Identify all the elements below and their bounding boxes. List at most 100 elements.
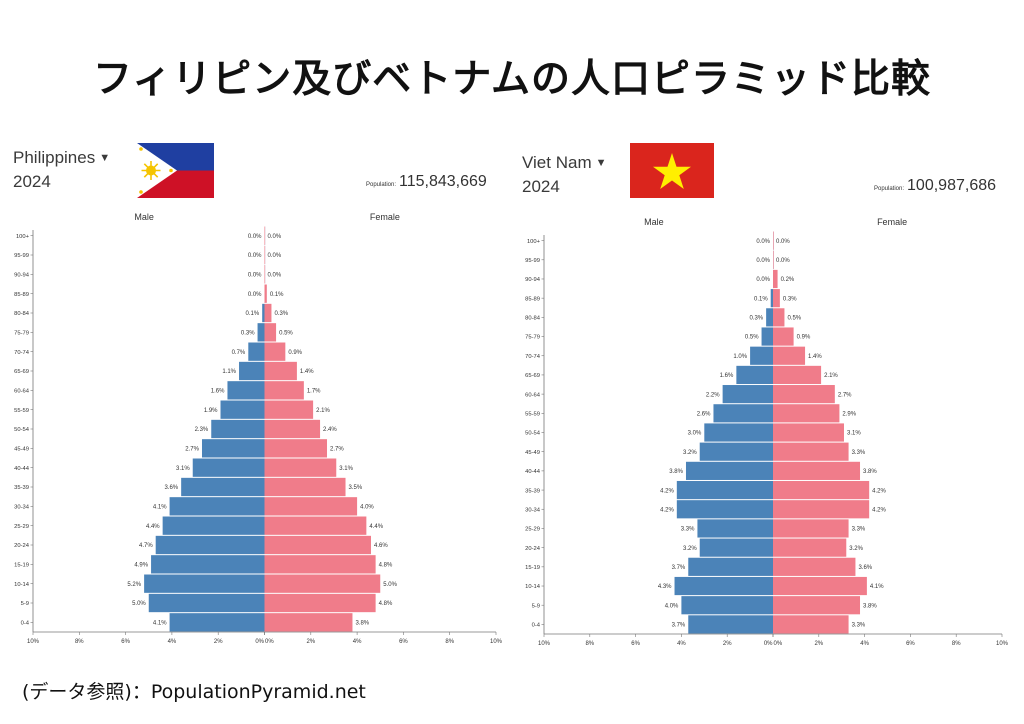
- age-group-label: 40-44: [14, 466, 30, 472]
- data-label-male: 0.7%: [232, 350, 246, 356]
- data-label-male: 3.1%: [176, 466, 190, 472]
- bar-female-35-39: [773, 480, 870, 500]
- x-tick-label: 2%: [306, 639, 315, 645]
- bar-male-60-64: [722, 385, 773, 404]
- x-tick-label: 10%: [538, 641, 551, 647]
- data-label-female: 3.8%: [863, 603, 877, 609]
- bar-male-70-74: [750, 346, 773, 365]
- data-label-male: 0.0%: [248, 253, 262, 259]
- caret-down-icon: ▼: [99, 152, 111, 164]
- data-label-female: 0.9%: [797, 335, 811, 341]
- data-label-male: 0.1%: [754, 296, 768, 302]
- bar-female-70-74: [264, 342, 286, 361]
- female-header: Female: [370, 212, 400, 222]
- data-label-female: 0.0%: [776, 258, 790, 264]
- data-label-female: 2.7%: [838, 392, 852, 398]
- source-note: (データ参照)：PopulationPyramid.net: [22, 681, 366, 703]
- population-value: 100,987,686: [907, 177, 997, 194]
- data-label-male: 4.2%: [660, 488, 674, 494]
- data-label-female: 2.9%: [842, 412, 856, 418]
- data-label-male: 5.2%: [127, 582, 141, 588]
- bar-male-5-9: [148, 593, 265, 613]
- bar-female-95-99: [773, 250, 774, 269]
- data-label-male: 3.2%: [683, 546, 697, 552]
- data-label-male: 2.6%: [697, 412, 711, 418]
- data-label-female: 0.0%: [268, 273, 282, 279]
- x-tick-label: 8%: [585, 641, 594, 647]
- data-label-male: 4.7%: [139, 543, 153, 549]
- bar-male-20-24: [155, 535, 265, 555]
- data-label-male: 1.9%: [204, 408, 218, 414]
- age-group-label: 75-79: [525, 335, 540, 341]
- age-group-label: 0-4: [532, 623, 541, 629]
- x-tick-label: 4%: [168, 639, 177, 645]
- x-tick-label: 6%: [631, 641, 640, 647]
- bar-male-80-84: [766, 308, 773, 327]
- bar-male-35-39: [181, 477, 265, 497]
- data-label-male: 1.1%: [222, 369, 236, 375]
- bar-female-10-14: [264, 574, 381, 593]
- bar-female-90-94: [264, 265, 266, 284]
- data-label-female: 0.0%: [776, 239, 790, 245]
- bar-female-50-54: [264, 419, 321, 439]
- data-label-female: 0.1%: [270, 292, 284, 298]
- data-label-male: 3.6%: [164, 485, 178, 491]
- bar-male-50-54: [211, 419, 265, 439]
- data-label-female: 0.3%: [783, 296, 797, 302]
- age-group-label: 45-49: [14, 447, 29, 453]
- data-label-female: 4.2%: [872, 507, 886, 513]
- bar-male-40-44: [192, 458, 265, 477]
- data-label-female: 3.3%: [852, 450, 866, 456]
- age-group-label: 60-64: [525, 392, 541, 398]
- data-label-male: 3.2%: [683, 450, 697, 456]
- x-tick-label: 10%: [490, 639, 503, 645]
- data-label-female: 0.0%: [268, 234, 282, 240]
- bar-male-15-19: [151, 555, 265, 574]
- data-label-male: 3.7%: [672, 565, 686, 571]
- data-label-female: 3.1%: [847, 431, 861, 437]
- country-selector-philippines[interactable]: Philippines ▼: [13, 148, 110, 168]
- bar-female-20-24: [264, 535, 371, 555]
- data-label-female: 1.4%: [808, 354, 822, 360]
- age-group-label: 100+: [527, 239, 541, 245]
- bar-female-45-49: [773, 442, 849, 461]
- x-tick-label: 0%: [265, 639, 274, 645]
- data-label-male: 3.0%: [688, 431, 702, 437]
- age-group-label: 55-59: [525, 412, 540, 418]
- bar-male-20-24: [699, 538, 773, 557]
- data-label-female: 4.0%: [360, 505, 374, 511]
- data-label-male: 1.0%: [733, 354, 747, 360]
- age-group-label: 5-9: [532, 603, 540, 609]
- bar-male-10-14: [674, 576, 773, 596]
- age-group-label: 30-34: [14, 505, 30, 511]
- bar-female-75-79: [773, 327, 794, 346]
- data-label-male: 4.2%: [660, 507, 674, 513]
- data-label-female: 0.9%: [288, 350, 302, 356]
- age-group-label: 70-74: [525, 354, 541, 360]
- age-group-label: 25-29: [14, 524, 29, 530]
- bar-male-55-59: [220, 400, 265, 419]
- bar-male-25-29: [162, 516, 265, 535]
- x-tick-label: 0%: [774, 641, 783, 647]
- age-group-label: 15-19: [525, 565, 540, 571]
- bar-male-0-4: [688, 615, 773, 634]
- age-group-label: 85-89: [525, 296, 540, 302]
- year-label: 2024: [522, 177, 560, 196]
- bar-female-55-59: [264, 400, 314, 419]
- population-pyramid-vietnam: Male Female 0.0% 0.0% 100+ 0.0% 0.0% 95-99 0.0% 0…: [525, 217, 1008, 647]
- population-label: Population:: [874, 186, 905, 192]
- age-group-label: 90-94: [525, 277, 541, 283]
- bar-female-0-4: [264, 613, 353, 632]
- data-label-female: 5.0%: [383, 582, 397, 588]
- data-label-male: 3.8%: [669, 469, 683, 475]
- country-selector-vietnam[interactable]: Viet Nam ▼: [522, 153, 607, 173]
- data-label-female: 1.7%: [307, 389, 321, 395]
- bar-female-75-79: [264, 323, 277, 342]
- data-label-female: 4.1%: [870, 584, 884, 590]
- bar-male-15-19: [688, 557, 773, 576]
- age-group-label: 80-84: [14, 311, 30, 317]
- page-title: フィリピン及びベトナムの人口ピラミッド比較: [92, 57, 932, 102]
- data-label-female: 0.5%: [279, 331, 293, 337]
- female-header: Female: [877, 217, 907, 227]
- age-group-label: 65-69: [525, 373, 540, 379]
